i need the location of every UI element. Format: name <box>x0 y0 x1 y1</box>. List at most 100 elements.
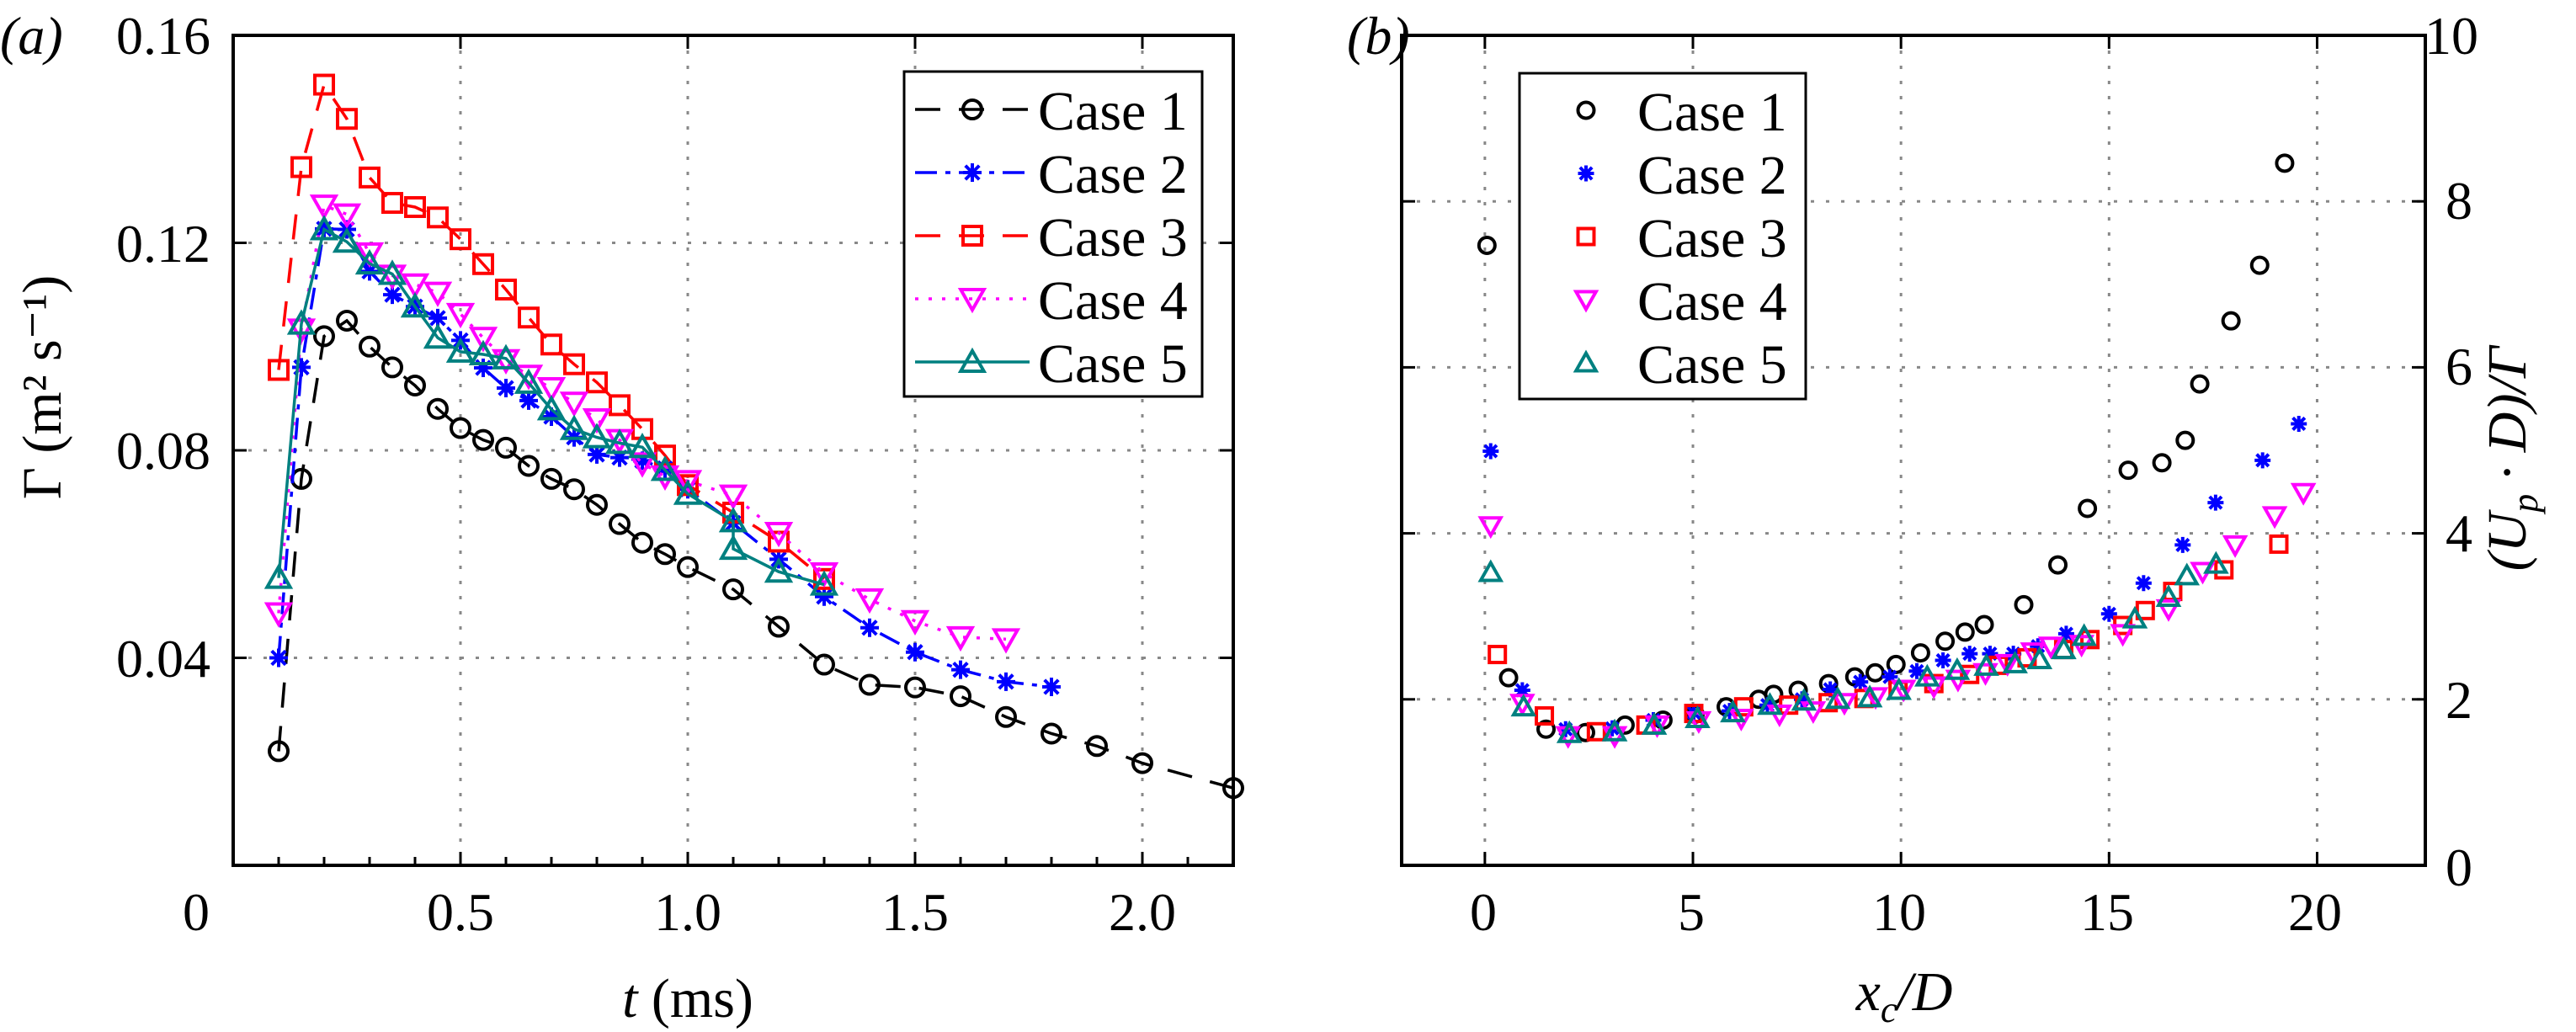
x-axis-var: t <box>622 968 639 1029</box>
data-point-triangle-up <box>1973 652 1999 676</box>
x-axis-var: x <box>1855 961 1881 1023</box>
data-point-circle <box>2014 594 2034 614</box>
data-point-circle <box>268 740 290 763</box>
data-point-square <box>1535 706 1555 726</box>
data-point-star <box>1578 165 1594 182</box>
data-point-triangle-down <box>582 408 612 434</box>
data-point-circle <box>950 685 971 708</box>
data-point-square <box>586 371 608 394</box>
legend-item: Case 4 <box>1573 271 1787 332</box>
data-point-circle <box>904 676 926 699</box>
data-point-triangle-up <box>309 215 339 241</box>
data-point-circle <box>1536 719 1557 739</box>
data-point-triangle-down <box>2037 636 2064 660</box>
data-point-circle <box>2048 555 2068 575</box>
data-point-triangle-up <box>286 309 317 335</box>
data-point-triangle-down <box>957 288 987 314</box>
data-point-star <box>1881 668 1898 685</box>
data-point-star <box>2207 494 2224 511</box>
y-axis-pre: (U <box>2477 508 2538 571</box>
data-point-triangle-up <box>1641 711 1668 735</box>
data-point-triangle-up <box>2174 562 2201 586</box>
data-point-triangle-down <box>854 588 885 614</box>
data-point-star <box>383 285 402 305</box>
data-point-circle <box>2249 255 2270 275</box>
data-point-star <box>906 642 924 662</box>
legend-label: Case 1 <box>1038 81 1188 142</box>
legend-label: Case 5 <box>1038 333 1188 395</box>
data-point-star <box>1794 691 1811 708</box>
x-tick-label: 0 <box>183 882 210 942</box>
data-point-star <box>963 163 982 182</box>
data-point-triangle-up <box>536 395 567 421</box>
data-point-triangle-down <box>900 609 930 636</box>
data-point-circle <box>2275 153 2295 173</box>
data-point-triangle-down <box>809 562 839 588</box>
legend-label: Case 3 <box>1038 207 1188 269</box>
data-point-circle <box>1498 668 1519 688</box>
data-point-circle <box>1086 735 1108 758</box>
data-point-circle <box>1131 752 1153 774</box>
series-b <box>1477 153 2317 749</box>
series-line <box>277 226 825 587</box>
data-point-circle <box>586 493 608 516</box>
data-point-triangle-down <box>1644 715 1670 738</box>
x-tick-label: 0.5 <box>427 882 494 942</box>
data-point-triangle-up <box>1685 705 1711 728</box>
data-point-circle <box>1935 631 1956 652</box>
data-point-triangle-up <box>1856 684 1883 708</box>
data-point-square <box>518 306 540 329</box>
x-tick-label: 20 <box>2288 882 2342 942</box>
data-point-triangle-up <box>627 433 657 459</box>
data-point-circle <box>2078 498 2098 519</box>
series-case-5 <box>263 215 839 596</box>
data-point-circle <box>313 325 335 348</box>
data-point-triangle-up <box>1510 694 1537 717</box>
x-tick-label: 15 <box>2080 882 2134 942</box>
data-point-triangle-up <box>2203 551 2229 574</box>
data-point-circle <box>404 374 426 396</box>
data-point-triangle-up <box>1556 720 1583 743</box>
data-point-triangle-down <box>2290 482 2317 506</box>
data-point-circle <box>495 436 517 459</box>
data-point-triangle-up <box>559 414 589 440</box>
data-point-triangle-up <box>2155 584 2182 608</box>
data-point-triangle-down <box>1890 679 1917 703</box>
data-point-circle <box>1477 235 1497 255</box>
data-point-star <box>588 444 606 464</box>
data-point-triangle-down <box>945 625 976 652</box>
data-point-triangle-up <box>582 423 612 449</box>
data-point-triangle-down <box>1862 687 1889 710</box>
data-point-square <box>540 333 562 356</box>
x-axis-rest: /D <box>1893 961 1952 1023</box>
data-point-square <box>961 225 983 247</box>
data-point-triangle-up <box>673 479 703 505</box>
data-point-star <box>2174 536 2191 553</box>
data-point-triangle-up <box>2051 636 2077 660</box>
data-point-circle <box>722 578 744 601</box>
data-point-star <box>2254 452 2271 469</box>
x-tick-label: 5 <box>1678 882 1705 942</box>
data-point-star <box>1482 443 1499 460</box>
x-axis-sub: c <box>1881 989 1897 1030</box>
data-point-circle <box>768 615 790 638</box>
data-point-triangle-up <box>1601 718 1628 742</box>
y-tick-label: 0.08 <box>116 421 210 481</box>
data-point-square <box>1488 645 1508 665</box>
series-case-1 <box>268 309 1244 800</box>
data-point-circle <box>381 356 403 379</box>
y-axis-rest: · D)/Γ <box>2477 344 2538 493</box>
data-point-triangle-down <box>2222 535 2249 558</box>
data-point-circle <box>1955 622 1975 642</box>
data-point-triangle-up <box>1573 349 1599 373</box>
data-point-triangle-down <box>263 602 294 628</box>
data-point-circle <box>540 467 562 490</box>
data-point-triangle-up <box>263 563 294 589</box>
data-point-circle <box>1865 662 1886 683</box>
data-point-square <box>313 73 335 96</box>
y-tick-label: 0.12 <box>116 214 210 274</box>
data-point-circle <box>472 428 494 451</box>
legend-item: Case 5 <box>915 333 1188 395</box>
data-point-triangle-up <box>514 368 544 394</box>
legend-item: Case 3 <box>915 207 1188 269</box>
